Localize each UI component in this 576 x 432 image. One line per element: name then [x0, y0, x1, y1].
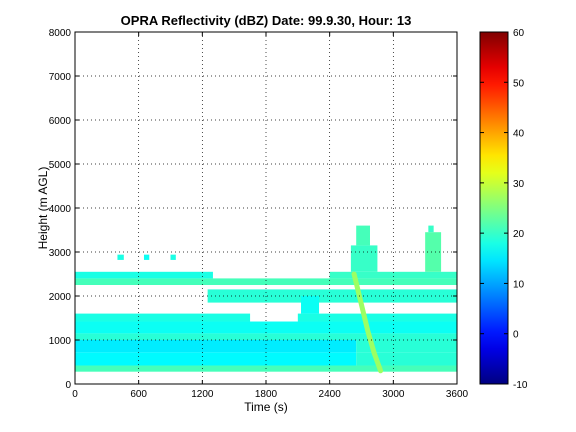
- echo-layer-1: [75, 352, 357, 366]
- colorbar-ticks: -10 0 10 20 30 40 50 60: [480, 28, 528, 391]
- echo-layer-18: [117, 254, 124, 260]
- echo-layer-4: [356, 340, 457, 353]
- echo-layer-8: [297, 313, 457, 322]
- echo-layer-3: [75, 340, 357, 353]
- y-tick-label: 7000: [49, 72, 72, 83]
- x-axis-ticks: 0 600 1200 1800 2400 3000 3600: [72, 32, 469, 400]
- echo-layer-6: [75, 321, 457, 334]
- echo-layer-20: [170, 254, 176, 260]
- x-tick-label: 0: [72, 389, 78, 400]
- echo-layer-2: [356, 352, 457, 366]
- echo-layer-17: [301, 296, 320, 314]
- y-axis-ticks: 0 1000 2000 3000 4000 5000 6000 7000 8000: [49, 28, 457, 391]
- colorbar-frame: [479, 31, 509, 385]
- echo-layer-10: [75, 278, 457, 285]
- colorbar-tick-label: 20: [513, 229, 525, 240]
- colorbar: [480, 32, 508, 384]
- grid-lines: [75, 32, 457, 384]
- y-tick-label: 4000: [49, 204, 72, 215]
- y-tick-label: 8000: [49, 28, 72, 39]
- colorbar-tick-label: 30: [513, 179, 525, 190]
- colorbar-tick-label: 10: [513, 279, 525, 290]
- colorbar-tick-label: 50: [513, 78, 525, 89]
- y-tick-label: 6000: [49, 116, 72, 127]
- colorbar-tick-label: -10: [513, 380, 528, 391]
- x-tick-label: 600: [130, 389, 147, 400]
- y-tick-label: 0: [65, 380, 71, 391]
- colorbar-tick-label: 0: [513, 330, 519, 341]
- x-tick-label: 1200: [191, 389, 214, 400]
- y-tick-label: 5000: [49, 160, 72, 171]
- x-tick-label: 1800: [255, 389, 278, 400]
- x-axis-label: Time (s): [244, 400, 288, 414]
- echo-layer-11: [75, 271, 213, 279]
- echo-layer-7: [75, 313, 251, 322]
- y-tick-label: 3000: [49, 248, 72, 259]
- reflectivity-heatmap: [75, 225, 457, 374]
- chart-title: OPRA Reflectivity (dBZ) Date: 99.9.30, H…: [121, 13, 412, 28]
- fall-streak: [351, 271, 384, 374]
- x-tick-label: 3600: [446, 389, 469, 400]
- echo-layer-15: [425, 232, 442, 272]
- echo-layer-12: [329, 271, 457, 279]
- x-tick-label: 3000: [382, 389, 405, 400]
- y-tick-label: 2000: [49, 292, 72, 303]
- echo-layer-13: [350, 245, 378, 272]
- y-axis-label: Height (m AGL): [36, 167, 50, 250]
- echo-layer-14: [356, 225, 370, 246]
- x-tick-label: 2400: [319, 389, 342, 400]
- colorbar-tick-label: 40: [513, 129, 525, 140]
- echo-layer-9: [207, 289, 457, 303]
- colorbar-tick-label: 60: [513, 28, 525, 39]
- echo-layer-16: [428, 225, 434, 233]
- echo-layer-19: [143, 254, 150, 260]
- y-tick-label: 1000: [49, 336, 72, 347]
